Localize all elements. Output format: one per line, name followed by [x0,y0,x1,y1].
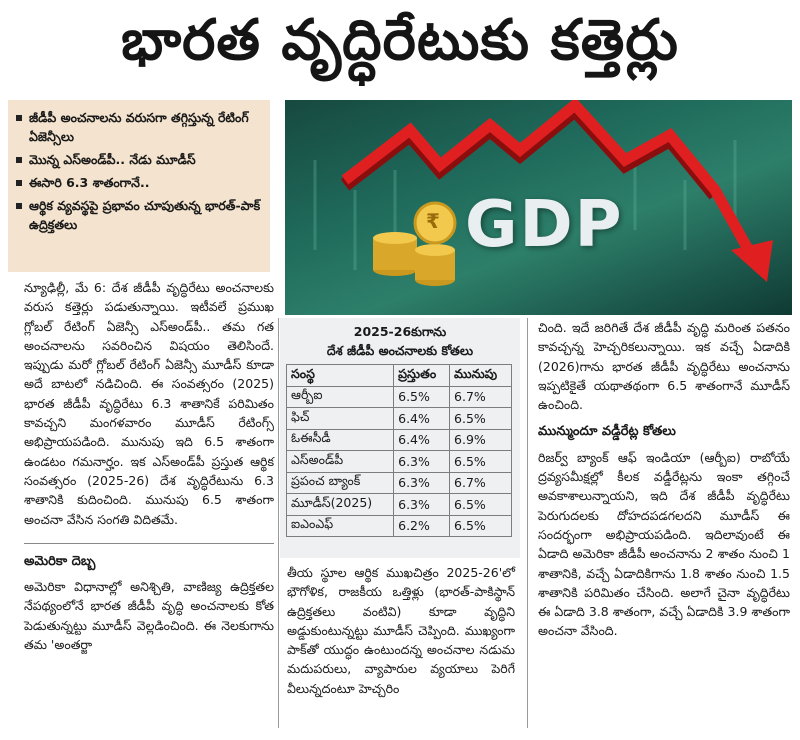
subheading: అమెరికా దెబ్బ [24,553,96,569]
table-row: ఫిచ్‌ 6.4% 6.5% [285,407,512,430]
gdp-cuts-table-box: 2025-26కుగాను దేశ జీడీపీ అంచనాలకు కోతలు … [280,318,520,558]
divider [24,542,274,544]
gdp-cuts-table: సంస్థ ప్రస్తుతం మునుపు ఆర్బీఐ 6.5% 6.7% ఫి… [285,364,512,537]
table-row: ఐఎంఎఫ్‌ 6.2% 6.5% [285,514,512,537]
headline: భారత వృద్ధిరేటుకు కత్తెర్లు [121,8,679,73]
table-row: ఓఈసీడీ 6.4% 6.9% [285,428,512,451]
table-row: మూడీస్‌(2025) 6.3% 6.5% [285,493,512,516]
bullet-icon [16,180,22,186]
highlight-item: ఆర్థిక వ్యవస్థపై ప్రభావం చూపుతున్న భారత్… [16,196,262,234]
highlight-item: ఈసారి 6.3 శాతంగానే.. [16,173,262,192]
rupee-icon: ₹ [426,209,440,233]
highlights-box: జీడీపీ అంచనాలను వరుసగా తగ్గిస్తున్న రేటి… [8,100,270,272]
column-divider [527,318,528,728]
table-row: ఎస్‌అండ్‌పీ 6.3% 6.5% [285,450,512,473]
article-column-2: తీయ స్థూల ఆర్థిక ముఖచిత్రం 2025-26'లో భౌ… [287,563,515,698]
paragraph: తీయ స్థూల ఆర్థిక ముఖచిత్రం 2025-26'లో భౌ… [287,565,515,696]
highlight-item: మొన్న ఎస్‌అండ్‌పీ.. నేడు మూడీస్‌ [16,150,262,169]
bullet-icon [16,203,22,209]
paragraph: న్యూఢిల్లీ, మే 6: దేశ జీడీపీ వృద్ధిరేటు … [24,280,274,527]
table-title: 2025-26కుగాను దేశ జీడీపీ అంచనాలకు కోతలు [326,324,474,358]
column-divider [278,318,279,728]
paragraph: అమెరికా విధానాల్లో అనిశ్చితి, వాణిజ్య ఉద… [24,579,274,653]
bullet-icon [16,157,22,163]
paragraph: చింది. ఇదే జరిగితే దేశ జీడీపీ వృద్ధి మరి… [538,320,790,413]
highlight-item: జీడీపీ అంచనాలను వరుసగా తగ్గిస్తున్న రేటి… [16,108,262,146]
table-row: ఆర్బీఐ 6.5% 6.7% [285,385,512,408]
gdp-label: GDP [465,188,624,262]
subheading: మున్ముందూ వడ్డీరేట్ల కోతలు [538,424,676,440]
arrow-head-icon [731,240,773,282]
article-column-3: చింది. ఇదే జరిగితే దేశ జీడీపీ వృద్ధి మరి… [538,318,790,641]
bullet-icon [16,115,22,121]
table-row: ప్రపంచ బ్యాంక్‌ 6.3% 6.7% [285,471,512,494]
coin-stack-icon [373,201,457,286]
gdp-illustration: ₹ GDP [285,100,792,315]
table-header-row: సంస్థ ప్రస్తుతం మునుపు [285,364,512,387]
article-column-1: న్యూఢిల్లీ, మే 6: దేశ జీడీపీ వృద్ధిరేటు … [24,278,274,654]
declining-arrow-graphic [313,100,773,286]
paragraph: రిజర్వ్‌ బ్యాంక్‌ ఆఫ్‌ ఇండియా (ఆర్బీఐ) ర… [538,449,790,639]
